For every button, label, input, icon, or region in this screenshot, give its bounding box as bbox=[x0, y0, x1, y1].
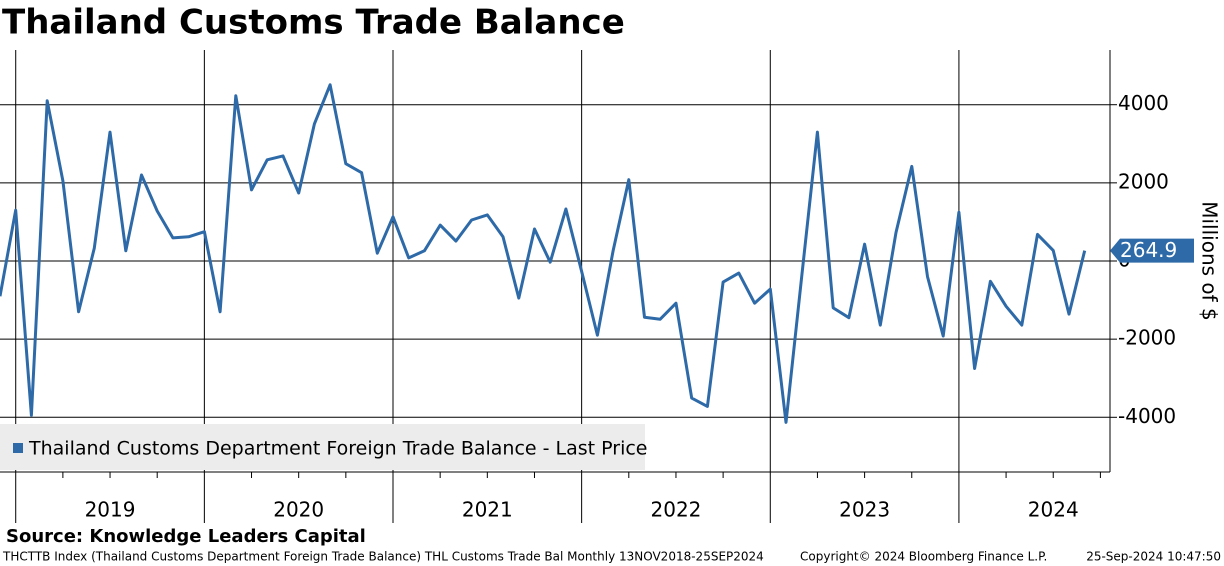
x-tick-label: 2020 bbox=[273, 498, 324, 522]
x-tick-label: 2022 bbox=[651, 498, 702, 522]
legend-label: Thailand Customs Department Foreign Trad… bbox=[28, 438, 648, 460]
legend-swatch bbox=[13, 443, 23, 453]
last-value-label: 264.9 bbox=[1120, 238, 1177, 262]
last-value-tag bbox=[1110, 238, 1194, 263]
footer-right: 25-Sep-2024 10:47:50 bbox=[1086, 550, 1221, 564]
x-tick-label: 2023 bbox=[839, 498, 890, 522]
y-tick-label: -4000 bbox=[1118, 404, 1176, 428]
y-tick-label: 2000 bbox=[1118, 169, 1169, 193]
x-tick-label: 2021 bbox=[462, 498, 513, 522]
y-tick-label: -2000 bbox=[1118, 326, 1176, 350]
x-tick-label: 2019 bbox=[85, 498, 136, 522]
x-tick-label: 2024 bbox=[1028, 498, 1079, 522]
footer-center: Copyright© 2024 Bloomberg Finance L.P. bbox=[800, 550, 1047, 564]
series-line bbox=[0, 83, 1087, 424]
source: Source: Knowledge Leaders Capital bbox=[6, 526, 366, 547]
y-tick-label: 4000 bbox=[1118, 91, 1169, 115]
footer-left: THCTTB Index (Thailand Customs Departmen… bbox=[2, 550, 764, 564]
chart-title: Thailand Customs Trade Balance bbox=[2, 3, 625, 43]
y-axis-label: Millions of $ bbox=[1198, 201, 1222, 321]
legend-box bbox=[0, 424, 645, 470]
